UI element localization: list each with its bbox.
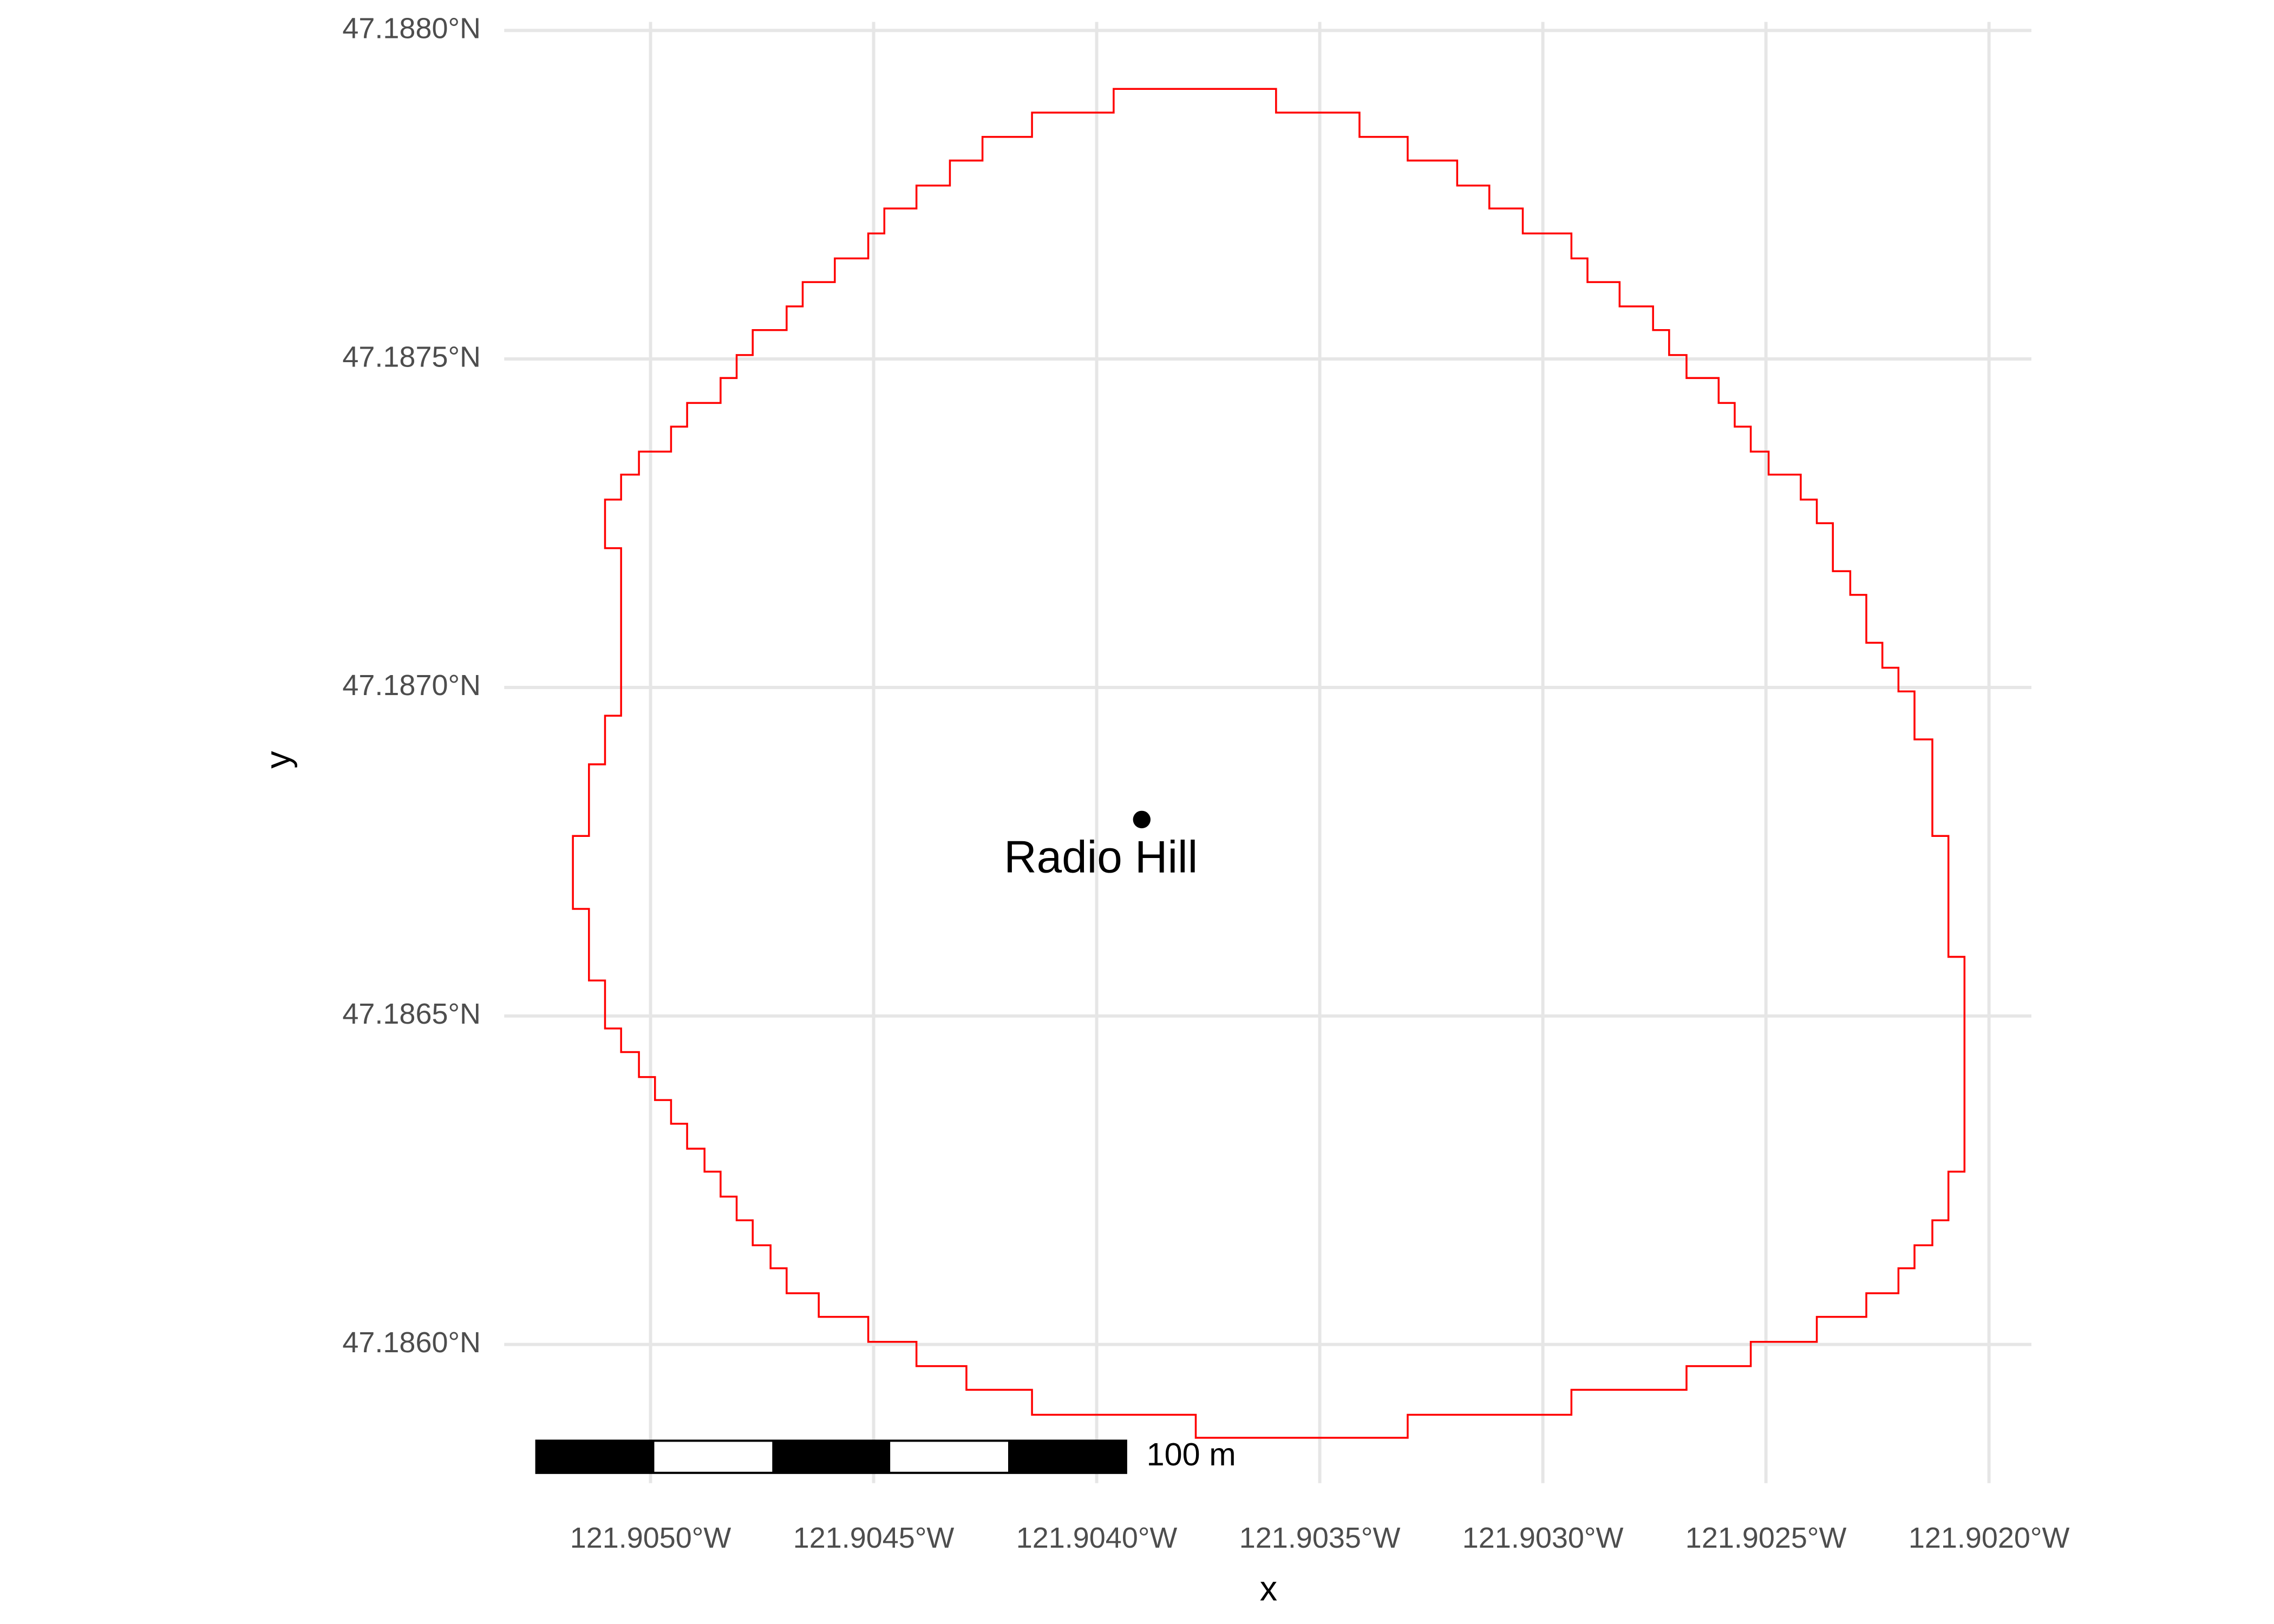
scale-bar-label: 100 m [1147, 1436, 1236, 1472]
boundary [572, 88, 1966, 1439]
x-axis-title: x [1260, 1569, 1277, 1608]
point [1133, 810, 1151, 829]
y-tick-label: 47.1865°N [342, 998, 481, 1030]
point-label: Radio Hill [1004, 831, 1198, 882]
y-axis-title: y [258, 751, 297, 769]
x-tick-label: 121.9040°W [1016, 1522, 1178, 1554]
x-tick-label: 121.9025°W [1685, 1522, 1847, 1554]
x-tick-label: 121.9030°W [1462, 1522, 1624, 1554]
scale-bar-segment [772, 1440, 891, 1473]
y-tick-label: 47.1875°N [342, 340, 481, 373]
y-tick-label: 47.1860°N [342, 1326, 481, 1359]
scale-bar-segment [536, 1440, 655, 1473]
x-tick-label: 121.9020°W [1909, 1522, 2070, 1554]
y-tick-label: 47.1880°N [342, 12, 481, 45]
x-tick-label: 121.9045°W [793, 1522, 955, 1554]
y-tick-label: 47.1870°N [342, 669, 481, 702]
grid [504, 22, 2031, 1483]
x-tick-label: 121.9035°W [1239, 1522, 1401, 1554]
marks: Radio Hill 100 m [535, 88, 1966, 1474]
x-tick-label: 121.9050°W [570, 1522, 731, 1554]
scale-bar-segment [1008, 1440, 1126, 1473]
